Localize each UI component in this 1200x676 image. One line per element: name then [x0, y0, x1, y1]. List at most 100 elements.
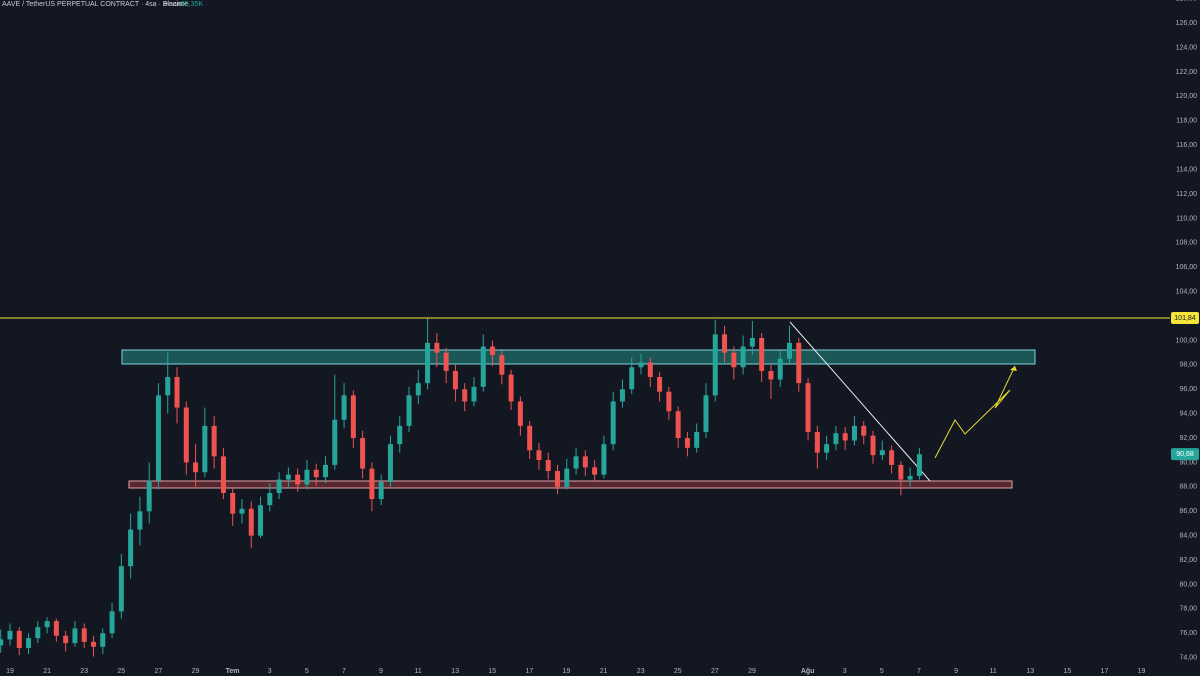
- candle-body: [276, 479, 282, 493]
- candle-body: [731, 352, 737, 368]
- y-tick-label: 88,00: [1179, 484, 1197, 491]
- candle-body: [842, 433, 848, 441]
- y-tick-label: 100,00: [1176, 337, 1198, 344]
- candle-body: [861, 425, 867, 436]
- candle-body: [638, 362, 644, 368]
- candle-body: [341, 395, 347, 420]
- y-tick-label: 120,00: [1176, 93, 1198, 100]
- x-tick-label: 29: [192, 668, 200, 675]
- candle-body: [63, 635, 69, 644]
- y-tick-label: 128,00: [1176, 0, 1198, 3]
- candle-body: [211, 425, 217, 457]
- candle-body: [35, 627, 41, 639]
- symbol-title: AAVE / TetherUS PERPETUAL CONTRACT · 4sa…: [2, 1, 188, 8]
- candle-body: [573, 456, 579, 469]
- candle-body: [137, 511, 143, 530]
- y-tick-label: 116,00: [1176, 142, 1197, 149]
- candle-body: [564, 468, 570, 487]
- candle-body: [619, 389, 625, 402]
- candle-body: [814, 431, 820, 453]
- candle-body: [285, 474, 291, 480]
- candle-body: [165, 377, 171, 396]
- x-tick-label: 19: [1138, 668, 1146, 675]
- candle-body: [425, 342, 431, 384]
- candle-body: [369, 468, 375, 500]
- y-tick-label: 110,00: [1176, 215, 1197, 222]
- y-tick-label: 126,00: [1176, 20, 1198, 27]
- volume-value: 55,35K: [181, 1, 204, 8]
- candle-body: [898, 464, 904, 480]
- candle-body: [128, 529, 134, 567]
- support-zone: [128, 480, 1013, 489]
- candle-body: [889, 450, 895, 465]
- candle-body: [91, 641, 96, 647]
- candle-body: [833, 433, 839, 445]
- last-price-tag: [1171, 448, 1199, 461]
- candle-body: [462, 389, 468, 402]
- candle-body: [406, 395, 412, 426]
- candle-body: [666, 391, 672, 412]
- y-tick-label: 76,00: [1179, 630, 1197, 637]
- candle-body: [870, 435, 876, 456]
- candle-body: [313, 469, 319, 478]
- candle-body: [629, 367, 635, 390]
- y-tick-label: 84,00: [1179, 533, 1197, 540]
- y-tick-label: 112,00: [1176, 191, 1197, 198]
- x-tick-label: 3: [268, 668, 272, 675]
- candle-body: [183, 407, 189, 463]
- candle-body: [824, 444, 830, 453]
- candle-body: [193, 462, 199, 473]
- candle-body: [350, 395, 356, 439]
- candle-body: [657, 377, 663, 392]
- candle-body: [675, 411, 681, 439]
- candle-body: [100, 633, 106, 647]
- candle-body: [387, 444, 393, 482]
- x-tick-label: 7: [917, 668, 921, 675]
- candle-body: [26, 638, 32, 648]
- candle-body: [759, 338, 765, 371]
- y-tick-label: 82,00: [1179, 557, 1197, 564]
- x-tick-label: 19: [6, 668, 14, 675]
- candle-body: [332, 419, 338, 465]
- candle-body: [248, 508, 254, 536]
- price-tag: [1171, 311, 1199, 324]
- y-tick-label: 114,00: [1176, 166, 1197, 173]
- candle-body: [53, 621, 59, 636]
- x-tick-label: 5: [880, 668, 884, 675]
- candle-body: [434, 342, 440, 353]
- y-tick-label: 86,00: [1179, 508, 1197, 515]
- x-tick-label: 27: [155, 668, 163, 675]
- candle-body: [582, 456, 588, 468]
- x-tick-label: 17: [526, 668, 534, 675]
- candle-body: [536, 450, 542, 461]
- x-tick-label: 25: [117, 668, 125, 675]
- candle-body: [44, 621, 50, 628]
- x-tick-label: 11: [990, 668, 997, 675]
- x-tick-label: 15: [488, 668, 496, 675]
- y-tick-label: 98,00: [1179, 362, 1197, 369]
- candle-body: [703, 395, 709, 432]
- candle-body: [907, 475, 913, 480]
- candle-body: [749, 338, 755, 347]
- candle-body: [7, 630, 13, 640]
- y-tick-label: 78,00: [1179, 606, 1197, 613]
- candle-body: [499, 355, 505, 375]
- y-tick-label: 104,00: [1176, 288, 1198, 295]
- candle-body: [267, 492, 273, 506]
- candle-body: [471, 386, 477, 402]
- candle-body: [777, 358, 783, 380]
- candle-body: [805, 383, 811, 432]
- candle-body: [443, 352, 449, 371]
- candle-body: [555, 471, 560, 487]
- candle-body: [146, 480, 152, 512]
- candle-body: [480, 346, 486, 387]
- candle-body: [916, 454, 922, 476]
- y-tick-label: 124,00: [1176, 44, 1198, 51]
- candle-body: [851, 425, 857, 441]
- x-tick-label: 11: [414, 668, 421, 675]
- candle-body: [230, 492, 236, 514]
- x-tick-label: 25: [674, 668, 682, 675]
- resistance-zone: [121, 349, 1036, 365]
- candle-body: [174, 377, 180, 408]
